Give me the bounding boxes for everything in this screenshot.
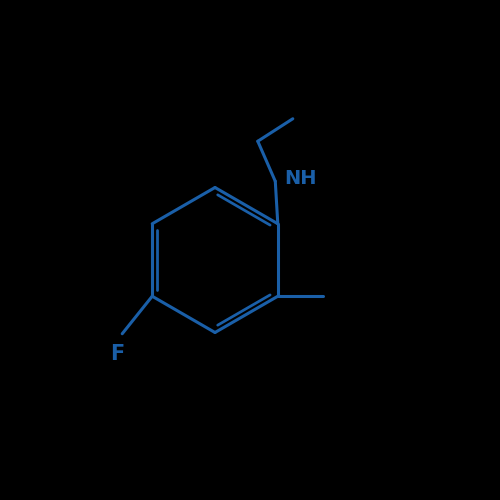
- Text: F: F: [110, 344, 124, 364]
- Text: NH: NH: [284, 170, 317, 188]
